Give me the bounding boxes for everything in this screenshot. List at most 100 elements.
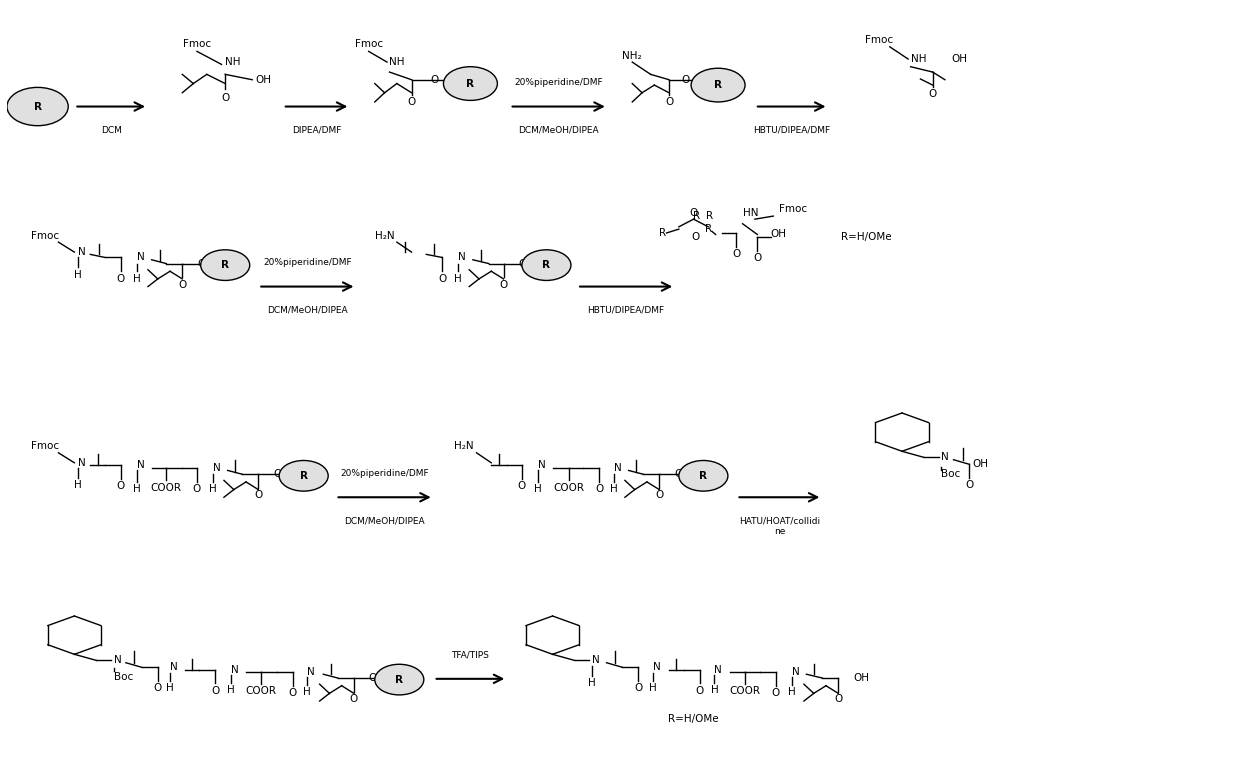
Text: OH: OH [951,54,967,64]
Text: Fmoc: Fmoc [31,441,60,452]
Text: O: O [681,75,689,85]
Text: 20%piperidine/DMF: 20%piperidine/DMF [515,78,603,87]
Text: H: H [166,683,174,693]
Text: O: O [368,673,377,683]
Text: O: O [665,98,673,108]
Text: H: H [304,687,311,697]
Text: O: O [675,470,682,479]
Text: H: H [588,678,595,688]
Text: HBTU/DIPEA/DMF: HBTU/DIPEA/DMF [753,126,831,135]
Circle shape [7,87,68,126]
Text: COOR: COOR [553,484,584,494]
Text: H: H [534,484,542,495]
Text: O: O [635,683,642,693]
Text: H: H [227,685,236,695]
Circle shape [201,250,249,281]
Text: O: O [117,481,125,491]
Text: N: N [791,667,800,677]
Text: R: R [221,260,229,270]
Text: O: O [733,249,740,259]
Text: O: O [500,280,507,289]
Text: H: H [650,683,657,693]
Text: R: R [714,80,722,90]
Circle shape [678,460,728,491]
Text: O: O [518,259,527,268]
Text: R: R [704,224,712,234]
Text: R: R [300,471,308,480]
Text: H: H [610,484,618,495]
Text: H: H [454,274,463,284]
Text: OH: OH [853,673,869,683]
Text: O: O [408,98,415,108]
Text: N: N [591,655,600,665]
Text: O: O [696,686,704,696]
Text: O: O [117,274,125,284]
Text: O: O [430,75,438,85]
Text: N: N [308,667,315,677]
Text: N: N [213,463,221,473]
Circle shape [444,67,497,101]
Text: O: O [179,280,186,289]
Text: O: O [689,207,698,218]
Text: O: O [692,232,699,242]
Text: Fmoc: Fmoc [780,204,807,214]
Text: O: O [771,688,780,698]
Text: O: O [929,89,936,99]
Text: O: O [518,481,526,491]
Text: NH: NH [910,54,926,64]
Text: H: H [210,484,217,495]
Text: HATU/HOAT/collidi
ne: HATU/HOAT/collidi ne [739,516,820,536]
Text: N: N [232,665,239,675]
Text: N: N [458,253,466,262]
Text: H: H [787,687,796,697]
Text: R: R [693,211,699,222]
Text: Fmoc: Fmoc [355,39,383,49]
Circle shape [374,665,424,695]
Text: 20%piperidine/DMF: 20%piperidine/DMF [263,258,352,268]
Text: N: N [136,460,145,470]
Text: DIPEA/DMF: DIPEA/DMF [291,126,341,135]
Text: H₂N: H₂N [374,231,394,240]
Text: R=H/OMe: R=H/OMe [841,232,892,242]
Text: Fmoc: Fmoc [31,231,60,240]
Text: Fmoc: Fmoc [184,39,211,49]
Text: O: O [254,491,263,500]
Text: N: N [136,253,145,262]
Text: O: O [835,694,842,704]
Text: O: O [273,470,281,479]
Text: DCM/MeOH/DIPEA: DCM/MeOH/DIPEA [518,126,599,135]
Text: NH₂: NH₂ [622,51,642,61]
Text: O: O [965,480,973,491]
Text: H: H [711,685,718,695]
Text: H: H [74,480,82,491]
Text: O: O [350,694,358,704]
Text: OH: OH [972,459,988,470]
Text: NH: NH [389,57,405,67]
Text: O: O [193,484,201,495]
Text: R: R [660,228,667,238]
Text: O: O [197,259,206,268]
Text: DCM/MeOH/DIPEA: DCM/MeOH/DIPEA [345,516,425,526]
Text: Boc: Boc [114,672,133,682]
Text: R: R [33,101,42,112]
Text: DCM: DCM [100,126,122,135]
Text: N: N [170,662,177,672]
Text: N: N [78,458,86,468]
Text: H₂N: H₂N [455,441,474,452]
Text: O: O [289,688,296,698]
Text: O: O [221,93,229,103]
Circle shape [279,460,329,491]
Circle shape [691,68,745,102]
Text: O: O [211,686,219,696]
Text: N: N [538,460,546,470]
Text: R: R [466,79,475,89]
Text: R: R [542,260,551,270]
Text: R: R [396,675,403,685]
Text: O: O [438,274,446,284]
Text: N: N [653,662,661,672]
Text: O: O [655,491,663,500]
Text: O: O [595,484,604,495]
Text: H: H [133,274,141,284]
Text: DCM/MeOH/DIPEA: DCM/MeOH/DIPEA [267,306,347,314]
Text: COOR: COOR [729,686,760,697]
